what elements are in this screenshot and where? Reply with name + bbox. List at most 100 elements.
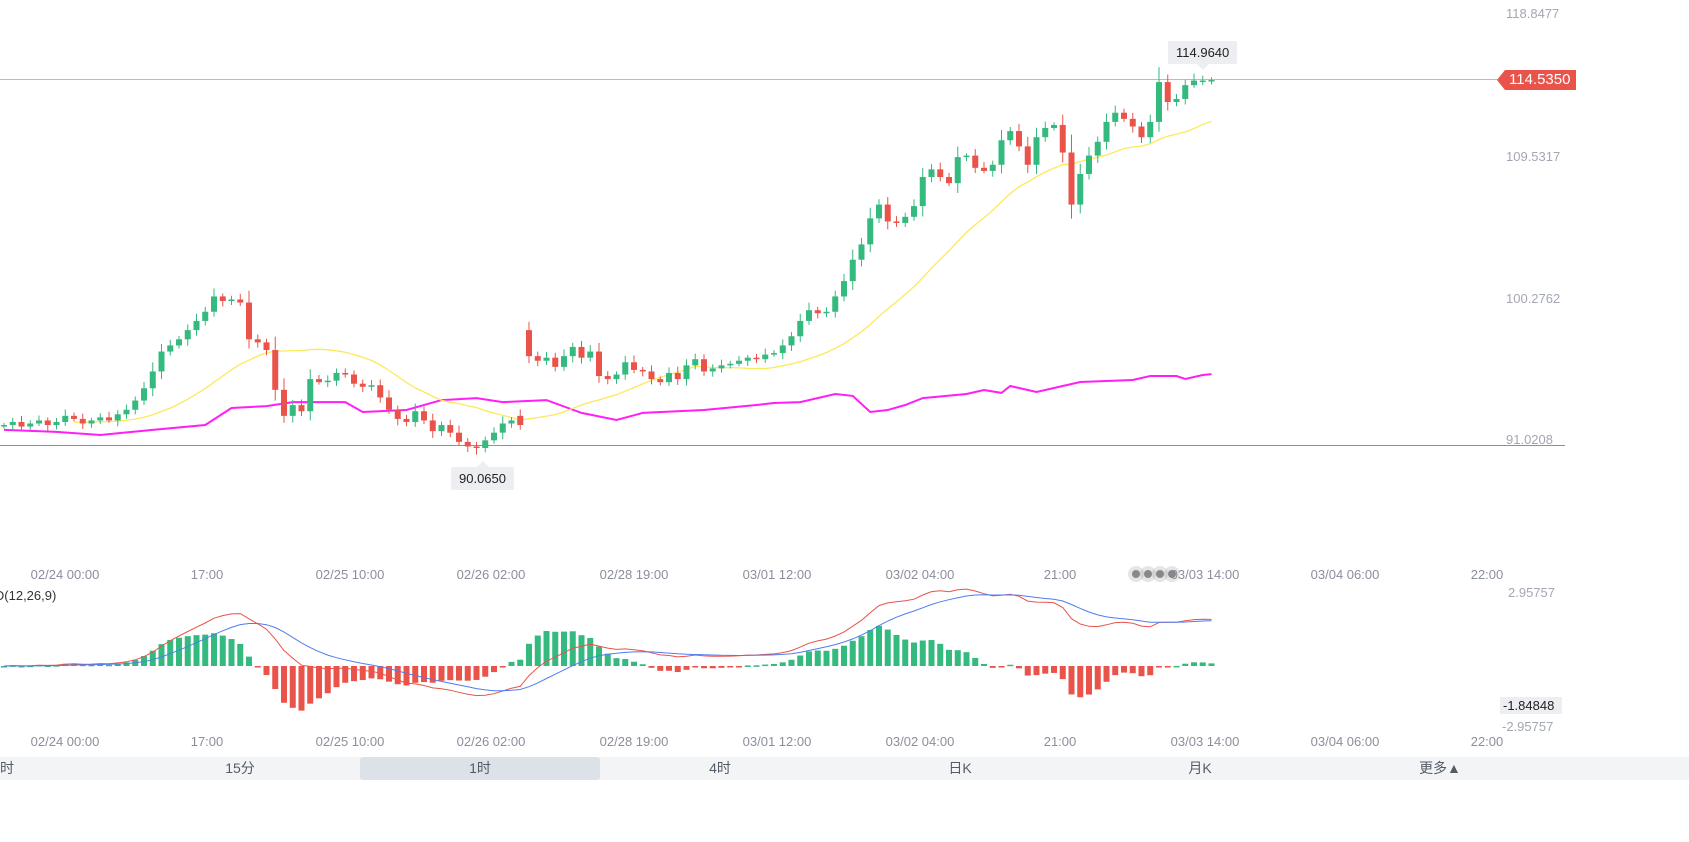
candle-body bbox=[36, 420, 42, 424]
tab-1hour[interactable]: 1时 bbox=[360, 757, 600, 780]
macd-histogram-bar bbox=[307, 666, 314, 704]
loading-indicator bbox=[1128, 566, 1180, 582]
time-axis-label: 02/24 00:00 bbox=[30, 567, 100, 582]
candle bbox=[867, 207, 874, 253]
candle-body bbox=[876, 204, 882, 219]
macd-histogram-bar bbox=[394, 666, 401, 685]
tab-daily[interactable]: 日K bbox=[948, 760, 972, 776]
candle bbox=[1007, 126, 1014, 145]
macd-histogram-bar bbox=[841, 645, 847, 666]
candle-body bbox=[289, 405, 296, 416]
candle bbox=[683, 359, 690, 386]
tab-more[interactable]: 更多▲ bbox=[1419, 760, 1461, 776]
candle-body bbox=[841, 281, 847, 297]
candle-body bbox=[806, 310, 812, 321]
candle bbox=[97, 413, 104, 424]
tab-monthly[interactable]: 月K bbox=[1188, 760, 1212, 776]
macd-cursor-value: -1.84848 bbox=[1500, 697, 1563, 714]
price-axis-label: 91.0208 bbox=[1506, 432, 1553, 447]
macd-histogram-bar bbox=[928, 640, 935, 666]
candle bbox=[946, 172, 952, 187]
macd-histogram-bar bbox=[289, 666, 296, 708]
candle-body bbox=[79, 418, 86, 424]
candle bbox=[1016, 123, 1022, 152]
candle bbox=[473, 441, 480, 455]
interval-tabs: 分时 15分 1时 4时 日K 月K 更多▲ bbox=[0, 757, 1689, 780]
candle-body bbox=[106, 417, 112, 421]
candle bbox=[1033, 127, 1040, 174]
macd-histogram-bar bbox=[954, 650, 961, 666]
macd-histogram-bar bbox=[1042, 666, 1049, 674]
candle bbox=[561, 349, 567, 371]
candle-body bbox=[473, 446, 480, 449]
time-axis-label: 02/24 00:00 bbox=[30, 734, 100, 749]
price-axis-label: 109.5317 bbox=[1506, 149, 1561, 164]
candle-body bbox=[281, 389, 287, 416]
candle bbox=[1112, 105, 1119, 127]
tab-timeshare[interactable]: 分时 bbox=[0, 760, 14, 776]
candle bbox=[18, 415, 25, 432]
candle bbox=[832, 290, 839, 318]
macd-histogram-bar bbox=[753, 665, 760, 667]
macd-histogram-bar bbox=[1199, 662, 1206, 666]
macd-histogram-bar bbox=[158, 644, 165, 666]
candle bbox=[534, 351, 541, 367]
candle-body bbox=[1208, 80, 1215, 82]
candle bbox=[692, 353, 699, 370]
candle-body bbox=[482, 440, 489, 449]
candle-body bbox=[316, 379, 322, 383]
time-axis-label: 03/02 04:00 bbox=[885, 734, 955, 749]
candle bbox=[884, 196, 891, 230]
candle-body bbox=[1121, 112, 1127, 119]
price-chart[interactable] bbox=[0, 0, 1689, 757]
macd-histogram-bar bbox=[1016, 666, 1022, 669]
candle bbox=[893, 216, 900, 227]
candle bbox=[456, 425, 462, 446]
candle-body bbox=[1024, 146, 1031, 165]
macd-histogram-bar bbox=[1033, 666, 1040, 676]
candle bbox=[289, 399, 296, 423]
macd-histogram-bar bbox=[884, 629, 891, 666]
candle-body bbox=[263, 342, 270, 351]
candle-body bbox=[902, 216, 909, 223]
macd-histogram-bar bbox=[762, 664, 769, 667]
loading-dot-icon bbox=[1152, 566, 1168, 582]
candle-body bbox=[674, 372, 681, 380]
macd-histogram-bar bbox=[744, 665, 751, 667]
macd-histogram-bar bbox=[386, 666, 392, 682]
macd-histogram-bar bbox=[832, 648, 839, 666]
tab-15min[interactable]: 15分 bbox=[225, 760, 255, 776]
candle-body bbox=[18, 421, 25, 427]
candle-body bbox=[569, 346, 576, 357]
candle-body bbox=[429, 420, 436, 432]
candle bbox=[744, 355, 751, 366]
macd-histogram-bar bbox=[106, 664, 112, 667]
candle-body bbox=[534, 356, 541, 361]
time-axis-label: 02/26 02:00 bbox=[456, 567, 526, 582]
candle bbox=[1, 422, 7, 429]
candle bbox=[158, 343, 165, 380]
candle-body bbox=[587, 351, 594, 358]
candle-body bbox=[228, 299, 235, 302]
candle bbox=[176, 335, 182, 349]
time-axis-label: 21:00 bbox=[1043, 567, 1077, 582]
macd-histogram-bar bbox=[771, 664, 777, 666]
macd-histogram-bar bbox=[1094, 666, 1101, 690]
candle-body bbox=[1103, 121, 1110, 142]
tab-4hour[interactable]: 4时 bbox=[709, 760, 731, 776]
macd-histogram-bar bbox=[981, 663, 987, 666]
candle bbox=[246, 290, 252, 349]
macd-histogram-bar bbox=[333, 666, 340, 688]
price-axis-label: 118.8477 bbox=[1506, 6, 1560, 21]
macd-histogram-bar bbox=[552, 631, 559, 666]
candle-body bbox=[447, 425, 454, 433]
candle-body bbox=[911, 206, 917, 217]
macd-histogram-bar bbox=[184, 636, 191, 666]
candle-body bbox=[1059, 124, 1066, 153]
macd-histogram-bar bbox=[876, 625, 882, 666]
macd-histogram-bar bbox=[963, 652, 970, 666]
candle-body bbox=[71, 415, 77, 419]
time-axis-label: 03/01 12:00 bbox=[742, 567, 812, 582]
candle bbox=[788, 332, 795, 351]
candle bbox=[202, 306, 209, 326]
